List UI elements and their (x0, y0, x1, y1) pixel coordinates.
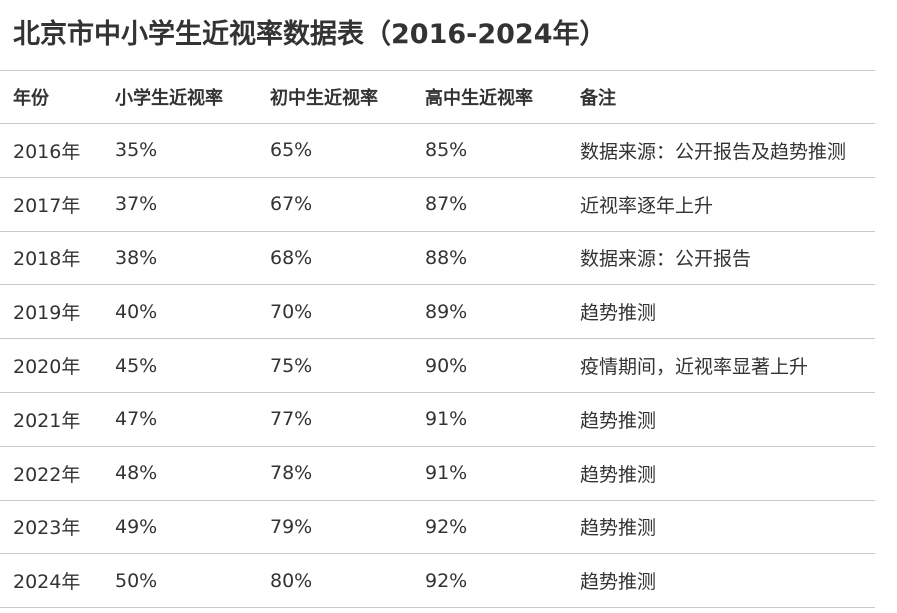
cell-junior-rate: 77% (257, 392, 412, 447)
cell-primary-rate: 35% (102, 123, 257, 178)
cell-senior-rate: 91% (412, 392, 567, 447)
cell-senior-rate: 91% (412, 446, 567, 501)
table-row: 2017年 37% 67% 87% 近视率逐年上升 (0, 177, 875, 232)
cell-year: 2020年 (0, 338, 102, 393)
cell-primary-rate: 37% (102, 177, 257, 232)
page-title: 北京市中小学生近视率数据表（2016-2024年） (13, 19, 607, 50)
cell-primary-rate: 45% (102, 338, 257, 393)
cell-note: 数据来源：公开报告及趋势推测 (567, 123, 875, 178)
cell-junior-rate: 80% (257, 553, 412, 609)
cell-year: 2021年 (0, 392, 102, 447)
cell-year: 2018年 (0, 231, 102, 286)
table-row: 2024年 50% 80% 92% 趋势推测 (0, 553, 875, 609)
cell-junior-rate: 65% (257, 123, 412, 178)
table-row: 2019年 40% 70% 89% 趋势推测 (0, 284, 875, 340)
cell-year: 2024年 (0, 553, 102, 609)
cell-primary-rate: 38% (102, 231, 257, 286)
header-junior-rate: 初中生近视率 (257, 70, 412, 124)
cell-note: 趋势推测 (567, 553, 875, 609)
cell-senior-rate: 89% (412, 284, 567, 340)
cell-primary-rate: 49% (102, 500, 257, 555)
header-senior-rate: 高中生近视率 (412, 70, 567, 124)
cell-junior-rate: 67% (257, 177, 412, 232)
cell-note: 数据来源：公开报告 (567, 231, 875, 286)
cell-year: 2016年 (0, 123, 102, 178)
cell-senior-rate: 88% (412, 231, 567, 286)
cell-year: 2017年 (0, 177, 102, 232)
table-row: 2023年 49% 79% 92% 趋势推测 (0, 500, 875, 555)
cell-note: 趋势推测 (567, 284, 875, 340)
cell-junior-rate: 68% (257, 231, 412, 286)
table-row: 2020年 45% 75% 90% 疫情期间，近视率显著上升 (0, 338, 875, 393)
header-note: 备注 (567, 70, 875, 124)
cell-junior-rate: 79% (257, 500, 412, 555)
cell-year: 2022年 (0, 446, 102, 501)
cell-senior-rate: 87% (412, 177, 567, 232)
cell-note: 近视率逐年上升 (567, 177, 875, 232)
cell-primary-rate: 50% (102, 553, 257, 609)
cell-primary-rate: 40% (102, 284, 257, 340)
cell-note: 趋势推测 (567, 392, 875, 447)
table-row: 2022年 48% 78% 91% 趋势推测 (0, 446, 875, 501)
cell-senior-rate: 90% (412, 338, 567, 393)
cell-junior-rate: 78% (257, 446, 412, 501)
cell-junior-rate: 75% (257, 338, 412, 393)
table-row: 2016年 35% 65% 85% 数据来源：公开报告及趋势推测 (0, 123, 875, 178)
header-primary-rate: 小学生近视率 (102, 70, 257, 124)
cell-year: 2023年 (0, 500, 102, 555)
data-table-container: 年份 小学生近视率 初中生近视率 高中生近视率 备注 2016年 35% 65%… (0, 70, 875, 609)
cell-year: 2019年 (0, 284, 102, 340)
cell-junior-rate: 70% (257, 284, 412, 340)
cell-senior-rate: 92% (412, 553, 567, 609)
cell-note: 疫情期间，近视率显著上升 (567, 338, 875, 393)
myopia-data-table: 年份 小学生近视率 初中生近视率 高中生近视率 备注 2016年 35% 65%… (0, 70, 875, 609)
header-year: 年份 (0, 70, 102, 124)
cell-primary-rate: 48% (102, 446, 257, 501)
cell-note: 趋势推测 (567, 500, 875, 555)
cell-note: 趋势推测 (567, 446, 875, 501)
cell-primary-rate: 47% (102, 392, 257, 447)
table-row: 2018年 38% 68% 88% 数据来源：公开报告 (0, 231, 875, 286)
cell-senior-rate: 92% (412, 500, 567, 555)
table-header-row: 年份 小学生近视率 初中生近视率 高中生近视率 备注 (0, 70, 875, 124)
table-row: 2021年 47% 77% 91% 趋势推测 (0, 392, 875, 447)
cell-senior-rate: 85% (412, 123, 567, 178)
